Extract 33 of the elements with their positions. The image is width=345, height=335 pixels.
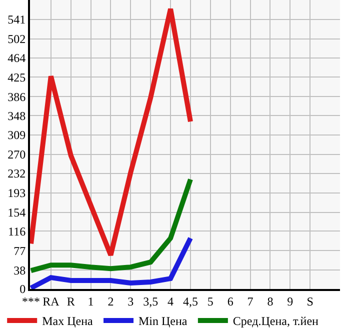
x-tick-label: 6 [227,294,234,308]
x-tick-label: 9 [287,294,294,308]
y-tick-label: 502 [8,32,26,46]
x-tick-label: 3,5 [143,294,158,308]
y-tick-label: 464 [8,51,26,65]
x-tick-label: 4,5 [182,294,198,308]
x-tick-label: 5 [207,294,214,308]
x-tick-label: *** [22,294,40,308]
x-tick-label: 2 [108,294,114,308]
y-tick-label: 309 [8,128,26,142]
x-tick-label: RA [42,294,60,308]
y-tick-label: 386 [8,90,26,104]
y-tick-label: 38 [14,263,26,278]
x-tick-label: S [306,294,314,308]
x-tick-label: 8 [267,294,274,308]
y-tick-label: 193 [8,186,26,200]
x-tick-label: 1 [88,294,94,308]
y-tick-label: 116 [8,224,26,238]
x-tick-label: R [66,294,75,308]
y-tick-label: 425 [8,70,26,84]
y-tick-label: 154 [8,205,26,220]
y-tick-label: 270 [8,148,26,162]
x-tick-label: 4 [168,294,174,308]
y-tick-label: 77 [14,244,26,258]
y-tick-label: 541 [8,12,26,27]
y-tick-label: 0 [20,282,26,296]
legend-label: Min Цена [138,314,188,328]
y-tick-label: 232 [8,166,26,181]
x-tick-label: 3 [128,294,134,308]
legend-label: Max Цена [42,314,94,328]
y-tick-label: 348 [8,108,26,123]
x-tick-label: 7 [247,294,254,308]
legend-label: Сред.Цена, т.йен [232,314,320,328]
